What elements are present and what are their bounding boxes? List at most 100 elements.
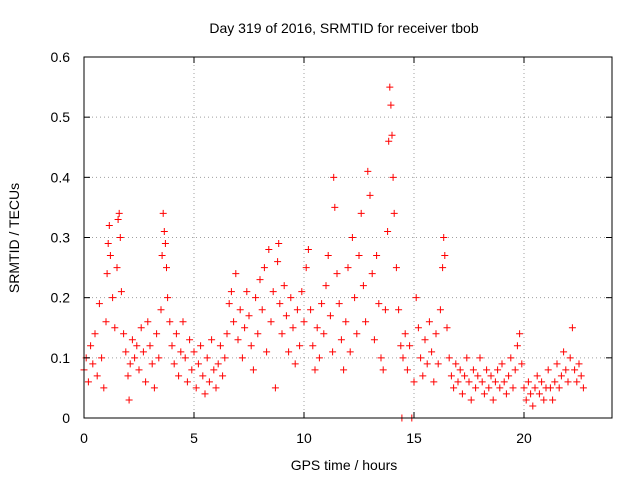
data-point (447, 372, 455, 380)
data-point (258, 306, 266, 314)
data-point (329, 348, 337, 356)
data-point (509, 384, 517, 392)
data-point (148, 360, 156, 368)
data-point (236, 306, 244, 314)
y-axis-label: SRMTID / TECUs (6, 183, 22, 293)
data-point (287, 294, 295, 302)
data-point (304, 246, 312, 254)
data-point (496, 384, 504, 392)
data-point (190, 348, 198, 356)
data-point (480, 390, 488, 398)
data-point (454, 378, 462, 386)
data-point (469, 366, 477, 374)
data-point (452, 360, 460, 368)
data-point (172, 330, 180, 338)
data-point (298, 288, 306, 296)
data-point (474, 372, 482, 380)
data-point (406, 342, 414, 350)
data-point (434, 360, 442, 368)
data-point (150, 384, 158, 392)
data-point (458, 390, 466, 398)
data-point (568, 324, 576, 332)
data-point (456, 366, 464, 374)
data-point (263, 348, 271, 356)
data-point (254, 330, 262, 338)
data-point (120, 330, 128, 338)
data-point (386, 83, 394, 91)
data-point (157, 306, 165, 314)
grid (84, 57, 612, 418)
data-point (478, 378, 486, 386)
data-point (351, 294, 359, 302)
data-point (421, 336, 429, 344)
data-point (487, 372, 495, 380)
data-point (252, 294, 260, 302)
data-point (125, 396, 133, 404)
data-point (544, 366, 552, 374)
data-point (232, 270, 240, 278)
data-point (114, 215, 122, 223)
data-point (170, 360, 178, 368)
data-point (183, 378, 191, 386)
data-point (179, 318, 187, 326)
data-point (109, 294, 117, 302)
data-point (276, 300, 284, 308)
data-point (417, 354, 425, 362)
data-point (538, 378, 546, 386)
data-point (291, 360, 299, 368)
data-point (425, 318, 433, 326)
chart-title: Day 319 of 2016, SRMTID for receiver tbo… (209, 20, 478, 36)
x-tick-label: 5 (190, 430, 198, 446)
data-point (324, 252, 332, 260)
data-point (158, 252, 166, 260)
data-point (531, 384, 539, 392)
data-point (111, 324, 119, 332)
data-point (571, 366, 579, 374)
data-point (562, 366, 570, 374)
data-point (439, 264, 447, 272)
data-point (212, 384, 220, 392)
data-point (267, 318, 275, 326)
data-point (271, 384, 279, 392)
data-point (533, 372, 541, 380)
data-point (529, 402, 537, 410)
axis-ticks: 0 0.1 0.2 0.3 0.4 0.5 0.6 0 5 10 15 20 (51, 49, 612, 446)
data-point (164, 294, 172, 302)
data-point (326, 312, 334, 320)
data-point (461, 372, 469, 380)
data-point (441, 252, 449, 260)
data-point (337, 336, 345, 344)
data-point (126, 360, 134, 368)
data-point (575, 360, 583, 368)
data-point (412, 294, 420, 302)
y-tick-label: 0 (62, 410, 70, 426)
data-point (432, 330, 440, 338)
data-point (494, 366, 502, 374)
data-point (278, 330, 286, 338)
data-point (355, 252, 363, 260)
data-point (401, 330, 409, 338)
data-point (330, 173, 338, 181)
data-point (498, 360, 506, 368)
data-point (309, 342, 317, 350)
data-point (282, 312, 290, 320)
data-point (428, 348, 436, 356)
data-point (194, 360, 202, 368)
data-point (373, 252, 381, 260)
data-point (124, 372, 132, 380)
data-point (513, 342, 521, 350)
data-point (275, 240, 283, 248)
data-point (527, 390, 535, 398)
data-point (208, 336, 216, 344)
data-point (440, 234, 448, 241)
data-point (105, 221, 113, 229)
data-point (256, 276, 264, 284)
data-point (311, 366, 319, 374)
data-point (249, 366, 257, 374)
x-tick-label: 10 (296, 430, 312, 446)
data-point (201, 390, 209, 398)
data-point (579, 384, 587, 392)
data-point (168, 342, 176, 350)
data-point (410, 378, 418, 386)
data-point (450, 384, 458, 392)
